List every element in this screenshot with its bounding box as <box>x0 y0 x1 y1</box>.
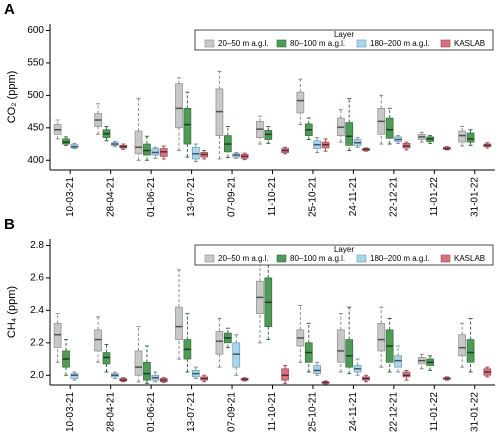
box <box>134 130 143 155</box>
box <box>394 355 402 368</box>
box <box>313 365 322 374</box>
legend-swatch <box>204 39 215 48</box>
legend-swatch <box>276 254 287 263</box>
y-axis-label: CO₂ (ppm) <box>6 71 18 124</box>
x-tick-label: 13-07-21 <box>186 392 197 432</box>
legend-label: 20–50 m a.g.l. <box>218 39 269 48</box>
x-tick-label: 10-03-21 <box>65 392 76 432</box>
x-tick-label: 11-01-22 <box>429 177 440 217</box>
legend-swatch <box>440 254 451 263</box>
box <box>143 143 151 156</box>
y-tick-label: 2.0 <box>30 370 44 381</box>
box <box>345 122 354 146</box>
box <box>458 130 467 143</box>
y-axis-label: CH₄ (ppm) <box>6 286 18 338</box>
legend-label: KASLAB <box>454 254 485 263</box>
x-tick-label: 11-01-22 <box>429 392 440 432</box>
legend-label: 20–50 m a.g.l. <box>218 254 269 263</box>
legend-label: 180–200 m a.g.l. <box>370 254 430 263</box>
x-tick-label: 31-01-22 <box>469 177 480 217</box>
x-tick-label: 11-10-21 <box>267 177 278 217</box>
x-tick-label: 01-06-21 <box>146 392 157 432</box>
x-tick-label: 24-11-21 <box>348 177 359 217</box>
x-tick-label: 07-09-21 <box>227 392 238 432</box>
x-tick-label: 22-12-21 <box>389 392 400 432</box>
x-tick-label: 25-10-21 <box>308 177 319 217</box>
y-tick-label: 2.4 <box>30 305 44 316</box>
legend-swatch <box>356 39 367 48</box>
legend-swatch <box>356 254 367 263</box>
x-tick-label: 01-06-21 <box>146 177 157 217</box>
box <box>102 352 111 365</box>
box <box>281 368 289 381</box>
box <box>143 361 151 381</box>
box <box>385 117 394 139</box>
legend-label: 80–100 m a.g.l. <box>290 39 345 48</box>
x-tick-label: 25-10-21 <box>308 392 319 432</box>
y-tick-label: 550 <box>27 58 44 69</box>
box <box>183 108 192 145</box>
box <box>175 306 183 340</box>
legend-box <box>194 29 494 51</box>
box <box>232 342 241 368</box>
y-tick-label: 600 <box>27 25 44 36</box>
legend-swatch <box>440 39 451 48</box>
x-tick-label: 28-04-21 <box>105 177 116 217</box>
legend-box <box>194 244 494 266</box>
box <box>377 323 386 352</box>
x-tick-label: 31-01-22 <box>469 392 480 432</box>
y-tick-label: 450 <box>27 122 44 133</box>
legend-label: 80–100 m a.g.l. <box>290 254 345 263</box>
x-tick-label: 07-09-21 <box>227 177 238 217</box>
box <box>458 334 467 357</box>
box <box>70 373 79 379</box>
x-tick-label: 24-11-21 <box>348 392 359 432</box>
y-tick-label: 400 <box>27 155 44 166</box>
x-tick-label: 10-03-21 <box>65 177 76 217</box>
x-tick-label: 13-07-21 <box>186 177 197 217</box>
box <box>466 132 475 143</box>
box <box>175 83 183 129</box>
legend-title: Layer <box>334 245 354 254</box>
y-tick-label: 500 <box>27 90 44 101</box>
panel-label: B <box>4 216 15 233</box>
y-tick-label: 2.6 <box>30 273 44 284</box>
box <box>345 339 354 368</box>
panel-label: A <box>4 1 15 18</box>
box <box>53 323 62 349</box>
box <box>402 371 411 378</box>
box <box>336 329 345 363</box>
box <box>215 331 224 355</box>
legend-label: KASLAB <box>454 39 485 48</box>
x-tick-label: 11-10-21 <box>267 392 278 432</box>
legend-label: 180–200 m a.g.l. <box>370 39 430 48</box>
y-tick-label: 2.8 <box>30 240 44 251</box>
x-tick-label: 22-12-21 <box>389 177 400 217</box>
box <box>466 339 475 363</box>
legend-swatch <box>276 39 287 48</box>
legend-title: Layer <box>334 30 354 39</box>
box <box>296 91 305 114</box>
legend-swatch <box>204 254 215 263</box>
box <box>94 329 102 352</box>
x-tick-label: 28-04-21 <box>105 392 116 432</box>
box <box>134 350 143 376</box>
y-tick-label: 2.2 <box>30 337 44 348</box>
